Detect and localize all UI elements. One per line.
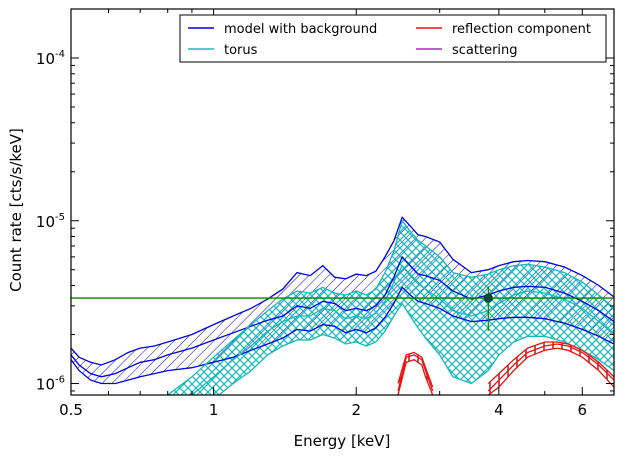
legend-label-2: reflection component xyxy=(452,22,591,37)
x-axis-label: Energy [keV] xyxy=(294,432,391,450)
series-line-2-lower-1 xyxy=(487,347,614,395)
uncertainty-bands xyxy=(71,217,614,395)
legend-label-1: torus xyxy=(224,43,258,58)
plot-frame xyxy=(70,8,615,396)
band-2-0 xyxy=(398,352,433,395)
y-tick-label-1: 10-5 xyxy=(36,212,65,231)
legend-label-0: model with background xyxy=(224,22,377,37)
x-tick-label-4: 6 xyxy=(578,401,588,419)
x-tick-label-1: 1 xyxy=(209,401,219,419)
y-tick-label-0: 10-6 xyxy=(36,375,65,394)
y-tick-label-2: 10-4 xyxy=(36,49,65,68)
legend-box xyxy=(179,14,607,63)
series-line-1-median-0 xyxy=(190,264,614,395)
legend: model with background torus reflection com… xyxy=(179,14,607,63)
series-line-2-lower-0 xyxy=(397,358,434,395)
series-line-2-median-1 xyxy=(487,343,614,392)
data-point-marker xyxy=(483,293,493,303)
series-line-2-upper-0 xyxy=(397,351,434,388)
series-line-0-median-0 xyxy=(71,255,614,378)
series-line-0-upper-0 xyxy=(71,216,614,366)
series-line-0-lower-0 xyxy=(71,286,614,385)
legend-label-3: scattering xyxy=(452,43,518,58)
y-axis-label: Count rate [cts/s/keV] xyxy=(7,128,25,292)
series-line-2-median-0 xyxy=(397,354,434,392)
series-lines xyxy=(71,216,614,395)
series-line-1-upper-0 xyxy=(167,219,614,395)
x-tick-label-2: 2 xyxy=(351,401,361,419)
x-tick-label-0: 0.5 xyxy=(59,401,83,419)
data-point-group xyxy=(483,286,493,332)
y-axis-ticks: 10-6 10-5 10-4 xyxy=(36,8,614,394)
series-line-1-lower-0 xyxy=(217,302,614,395)
x-axis-ticks: 0.5 1 2 4 6 xyxy=(59,9,615,419)
x-tick-label-3: 4 xyxy=(494,401,504,419)
series-line-2-upper-1 xyxy=(487,341,614,384)
